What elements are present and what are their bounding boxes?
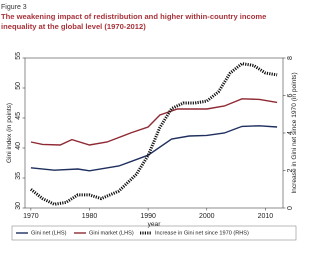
figure-label: Figure 3: [1, 4, 27, 11]
chart-title: inequality at the global level (1970-201…: [1, 22, 146, 31]
legend-label: Gini market (LHS): [89, 230, 134, 236]
chart: Figure 3 The weakening impact of redistr…: [1, 4, 298, 241]
x-axis-label: year: [148, 221, 162, 228]
x-tick-label: 1990: [140, 213, 156, 220]
y2-axis-label: Increase in Gini net since 1970 (in poin…: [291, 72, 298, 193]
chart-title: The weakening impact of redistribution a…: [1, 12, 266, 21]
y2-tick-label: 2: [287, 168, 294, 172]
x-tick-label: 1980: [82, 213, 98, 220]
x-tick-label: 2000: [199, 213, 215, 220]
y-tick-label: 35: [15, 172, 22, 180]
legend-label: Gini net (LHS): [31, 230, 67, 236]
series-line: [30, 98, 278, 146]
y2-tick-label: 8: [287, 56, 294, 60]
series-line: [30, 125, 278, 172]
y-tick-label: 55: [15, 52, 22, 60]
y-tick-label: 45: [15, 112, 22, 120]
y-tick-label: 50: [15, 82, 22, 90]
y-tick-label: 40: [15, 142, 22, 150]
y2-tick-label: 0: [287, 206, 294, 210]
page: {"chart_data": {"type": "line", "figure_…: [1, 3, 298, 241]
x-tick-label: 1970: [23, 213, 39, 220]
y-axis-label: Gini index (in points): [6, 103, 13, 163]
y2-tick-label: 6: [287, 93, 294, 97]
legend-frame: [11, 225, 297, 241]
y-tick-label: 30: [15, 202, 22, 210]
series-line: [29, 62, 278, 206]
y2-tick-label: 4: [287, 131, 294, 135]
legend-label: Increase in Gini net since 1970 (RHS): [155, 230, 249, 236]
x-tick-label: 2010: [258, 213, 274, 220]
plot-frame: [24, 57, 284, 209]
